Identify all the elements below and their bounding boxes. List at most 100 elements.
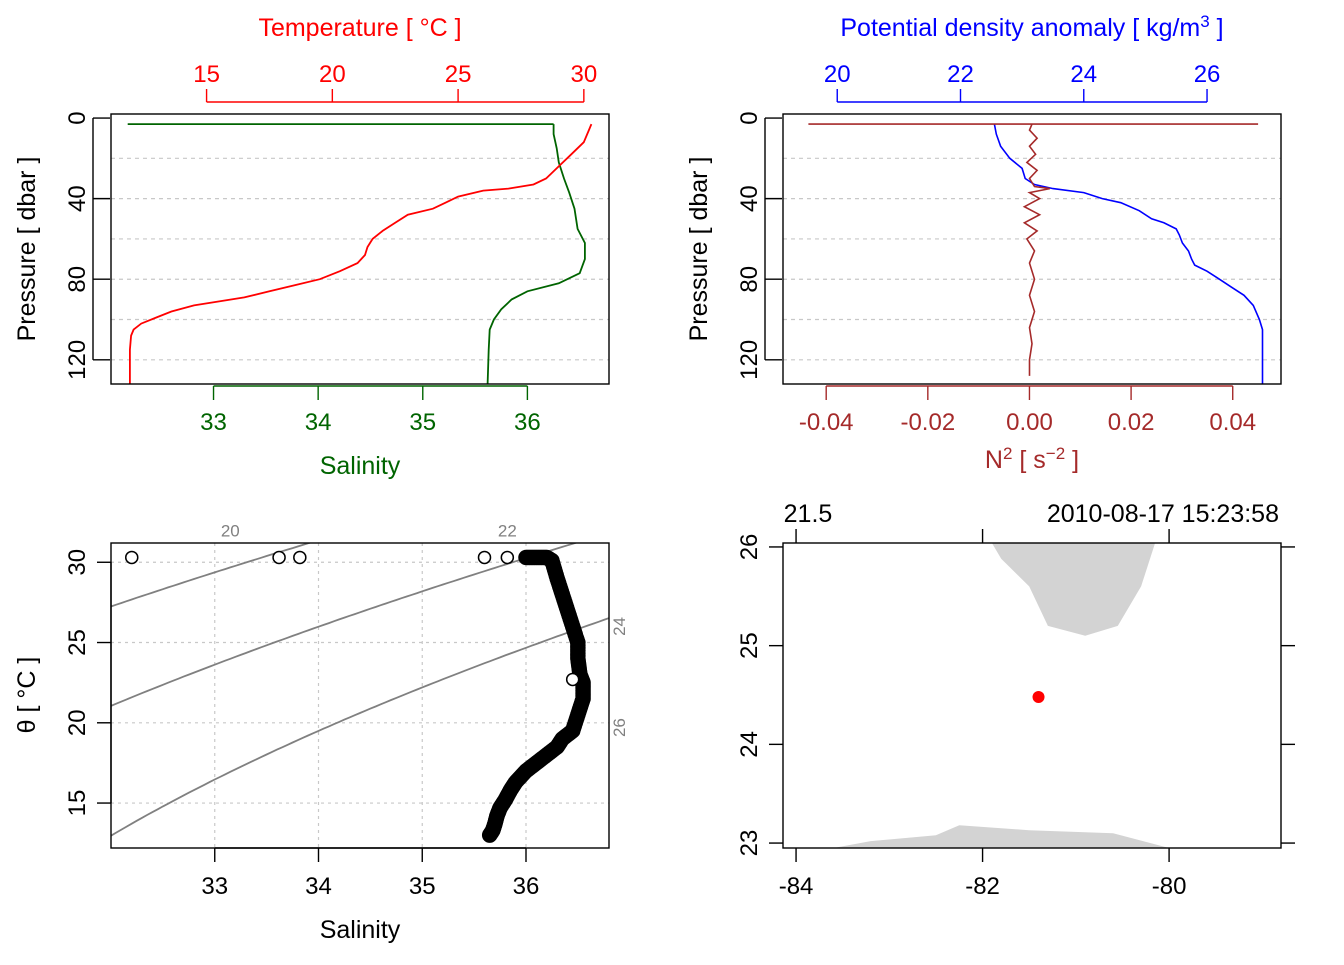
n2-title-unit: [ s [1012, 446, 1045, 474]
n2-axis-title: N2 [ s−2 ] [985, 444, 1079, 475]
density-tick-label: 20 [824, 61, 851, 88]
longitude-tick-label: -84 [779, 873, 814, 900]
longitude-tick-label: -82 [965, 873, 1000, 900]
ts-profile-point [481, 827, 498, 843]
temperature-tick-label: 15 [193, 61, 220, 88]
ts-profile-series [127, 123, 593, 385]
latitude-tick-label: 25 [736, 632, 763, 659]
ts-salinity-tick-label: 34 [305, 873, 332, 900]
n2-axis: -0.04 -0.02 0.00 0.02 0.04 [799, 385, 1256, 436]
density-profile-panel: 20 22 24 26 -0.04 -0.02 0.00 0.02 0.04 0 40 80 120… [685, 12, 1282, 475]
density-profile-frame [782, 113, 1282, 385]
pressure-tick-label: 40 [64, 185, 91, 212]
ts-diagram-panel: 20 22 24 26 33 34 35 36 15 20 25 30 Salinity θ [ … [13, 521, 629, 944]
n2-tick-label: -0.02 [900, 409, 955, 436]
pressure-tick-label: 80 [736, 266, 763, 293]
temperature-tick-label: 20 [319, 61, 346, 88]
theta-axis: 15 20 25 30 [64, 549, 112, 817]
pressure-tick-label: 120 [736, 340, 763, 380]
salinity-tick-label: 36 [514, 409, 541, 436]
ts-salinity-axis-title: Salinity [320, 916, 401, 944]
density-axis-title: Potential density anomaly [ kg/m3 ] [840, 12, 1223, 43]
longitude-tick-label: -80 [1152, 873, 1187, 900]
temperature-tick-label: 25 [445, 61, 472, 88]
temperature-axis-title: Temperature [ °C ] [258, 14, 461, 42]
pressure-axis-title: Pressure [ dbar ] [13, 157, 41, 342]
ts-diagram-grid [111, 543, 609, 848]
latitude-tick-label: 26 [736, 534, 763, 561]
map-top-right-label: 2010-08-17 15:23:58 [1047, 500, 1279, 528]
map-station [1032, 690, 1045, 703]
n2-title-end: ] [1065, 446, 1079, 474]
longitude-axis: -84 -82 -80 [779, 848, 1187, 900]
ts-diagram-frame [110, 542, 610, 849]
n2-title-sup: 2 [1003, 444, 1012, 463]
pressure-tick-label: 120 [64, 340, 91, 380]
density-profile-line [993, 123, 1264, 384]
station-marker [1032, 690, 1045, 703]
pressure-tick-label: 40 [736, 185, 763, 212]
isopycnal-label: 22 [498, 521, 517, 540]
theta-tick-label: 20 [64, 709, 91, 736]
density-tick-label: 26 [1194, 61, 1221, 88]
land-north-polygon [991, 543, 1156, 636]
salinity-tick-label: 34 [305, 409, 332, 436]
n2-tick-label: 0.02 [1108, 409, 1155, 436]
pressure-tick-label: 0 [64, 111, 91, 124]
theta-tick-label: 30 [64, 549, 91, 576]
ts-open-point [500, 550, 515, 565]
isopycnal-line [111, 617, 609, 837]
pressure-axis-2: 0 40 80 120 [736, 111, 782, 380]
isopycnal-label: 24 [610, 617, 629, 636]
isopycnal-label: 26 [610, 718, 629, 737]
isopycnal-group [111, 543, 609, 837]
theta-axis-title: θ [ °C ] [13, 657, 41, 734]
salinity-axis: 33 34 35 36 [200, 385, 541, 436]
ts-salinity-axis: 33 34 35 36 [201, 847, 540, 900]
isopycnal-line [111, 543, 313, 608]
n2-tick-label: -0.04 [799, 409, 854, 436]
map-land [833, 543, 1170, 848]
density-title-end: ] [1210, 14, 1224, 42]
ts-open-point [293, 550, 307, 565]
salinity-axis-title: Salinity [320, 452, 401, 480]
pressure-axis-title-2: Pressure [ dbar ] [685, 157, 713, 342]
salinity-tick-label: 35 [409, 409, 436, 436]
temperature-profile-line [129, 123, 593, 384]
isopycnal-label: 20 [221, 521, 240, 540]
n2-tick-label: 0.00 [1006, 409, 1053, 436]
density-title-sup: 3 [1200, 12, 1209, 31]
n2-profile-line [808, 123, 1259, 376]
ts-profile-frame [110, 113, 610, 385]
map-right-axis [1281, 546, 1295, 844]
salinity-profile-line [486, 124, 586, 385]
station-map-panel: -84 -82 -80 23 24 25 26 21.5 2010-08-17 15:23… [736, 500, 1295, 900]
pressure-tick-label: 0 [736, 111, 763, 124]
latitude-tick-label: 24 [736, 731, 763, 758]
temperature-axis: 15 20 25 30 [193, 61, 597, 103]
theta-tick-label: 15 [64, 790, 91, 817]
density-axis: 20 22 24 26 [824, 61, 1221, 103]
map-top-left-label: 21.5 [784, 500, 833, 528]
latitude-tick-label: 23 [736, 830, 763, 857]
isopycnal-line [111, 543, 579, 707]
latitude-axis: 23 24 25 26 [736, 534, 783, 857]
map-top-axis [795, 529, 1170, 543]
ts-open-point [477, 550, 492, 565]
ts-open-point [565, 672, 580, 687]
station-map-frame [782, 542, 1282, 849]
n2-title-main: N [985, 446, 1003, 474]
isopycnal-lines: 20 22 24 26 [111, 521, 629, 837]
pressure-axis: 0 40 80 120 [64, 111, 110, 380]
pressure-tick-label: 80 [64, 266, 91, 293]
density-tick-label: 22 [947, 61, 974, 88]
ts-profile-panel: 15 20 25 30 33 34 35 36 0 40 80 120 Temperature [… [13, 14, 610, 480]
density-profile-series [808, 123, 1264, 384]
land-south-polygon [833, 825, 1170, 848]
density-title-main: Potential density anomaly [ kg/m [840, 14, 1200, 42]
temperature-tick-label: 30 [570, 61, 597, 88]
ts-salinity-tick-label: 33 [201, 873, 228, 900]
ts-salinity-tick-label: 36 [513, 873, 540, 900]
